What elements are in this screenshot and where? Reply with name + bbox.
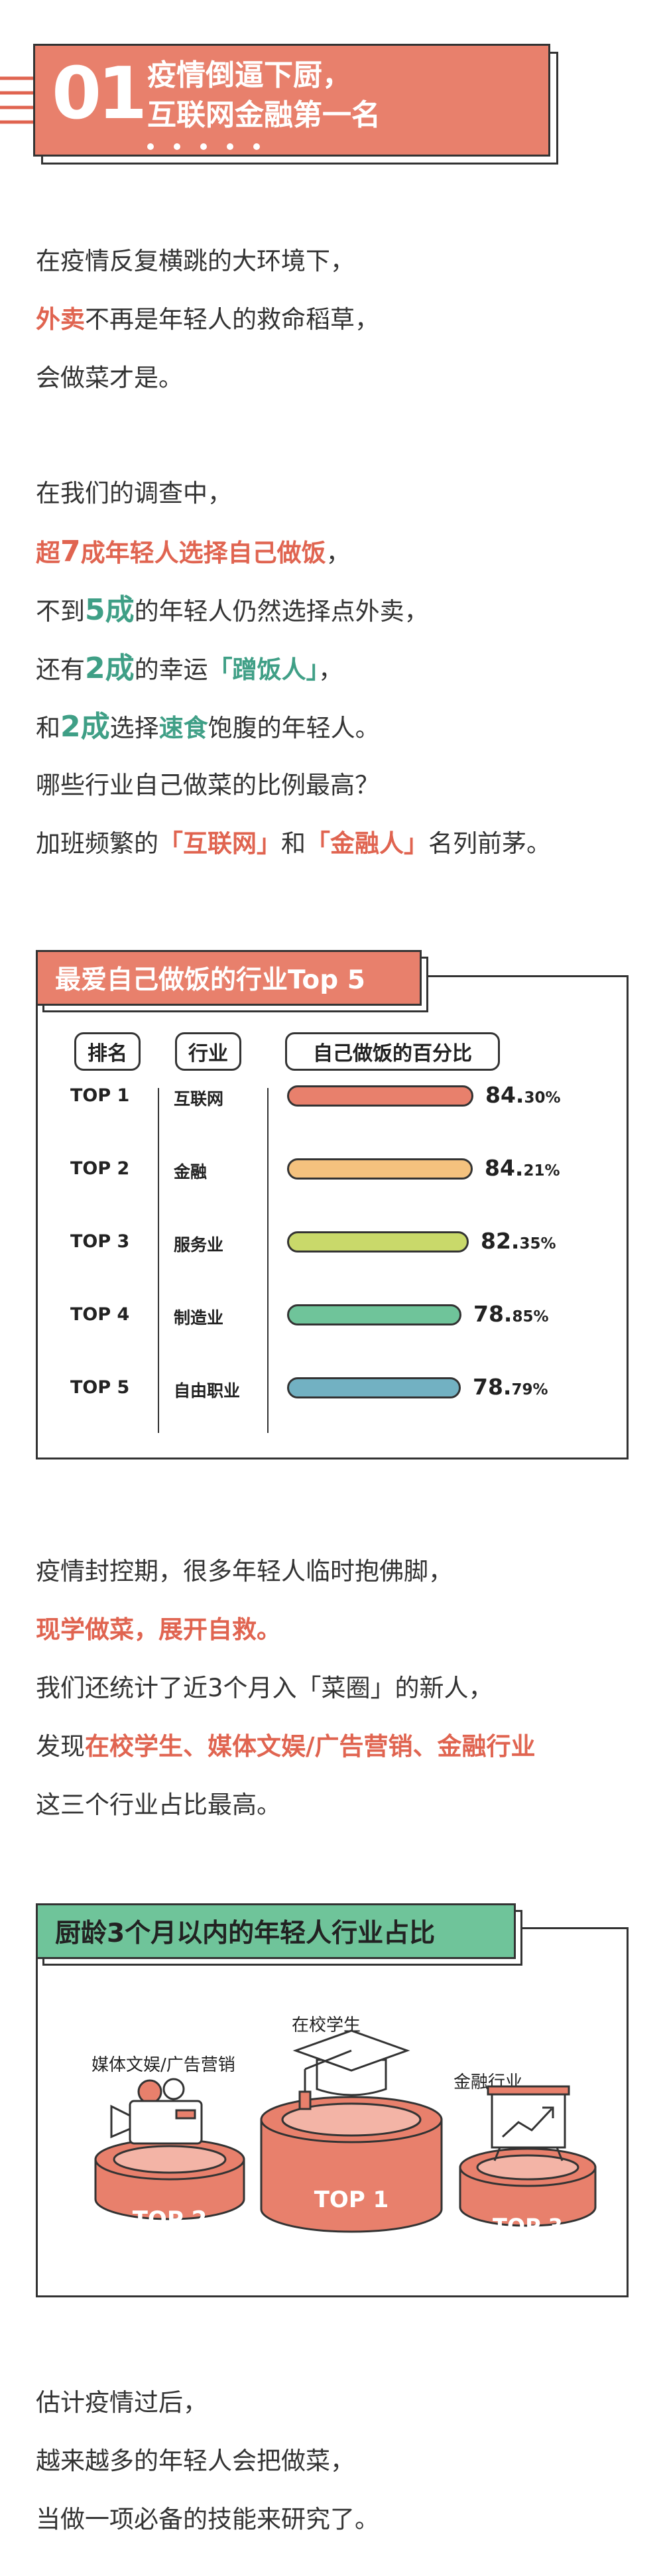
percent-bar xyxy=(287,1377,461,1398)
rank-label: TOP 3 xyxy=(70,1231,130,1252)
text-line: 和2成选择速食饱腹的年轻人。 xyxy=(36,710,380,744)
percent-value: 84.30% xyxy=(485,1082,561,1108)
rank-label: TOP 2 xyxy=(70,1158,130,1179)
percent-bar xyxy=(287,1231,469,1253)
podium-rank-3: TOP 3 xyxy=(493,2214,563,2239)
industry-label: 互联网 xyxy=(174,1089,224,1109)
top5-card-title: 最爱自己做饭的行业Top 5 xyxy=(36,950,422,1006)
rank-label: TOP 4 xyxy=(70,1304,130,1325)
text-line: 现学做菜，展开自救。 xyxy=(36,1615,281,1644)
industry-label: 制造业 xyxy=(174,1308,224,1327)
camera-icon xyxy=(110,2078,203,2145)
percent-value: 78.79% xyxy=(473,1374,548,1400)
text-line: 在我们的调查中， xyxy=(36,479,232,508)
podium-label-2: 媒体文娱/广告营销 xyxy=(91,2055,235,2075)
text-line: 越来越多的年轻人会把做菜， xyxy=(36,2447,355,2475)
section-title-line2: 互联网金融第一名 xyxy=(147,98,381,132)
podium-2 xyxy=(94,2138,245,2220)
percent-bar xyxy=(287,1158,473,1180)
rank-label: TOP 1 xyxy=(70,1085,130,1106)
text-line: 哪些行业自己做菜的比例最高？ xyxy=(36,771,379,799)
percent-bar xyxy=(287,1304,461,1325)
text-line: 超7成年轻人选择自己做饭， xyxy=(36,535,351,569)
text-line: 疫情封控期，很多年轻人临时抱佛脚， xyxy=(36,1557,453,1586)
text-line: 会做菜才是。 xyxy=(36,364,183,392)
text-line: 我们还统计了近3个月入「菜圈」的新人， xyxy=(36,1674,493,1702)
percent-value: 84.21% xyxy=(485,1155,560,1181)
header-rank: 排名 xyxy=(74,1032,141,1071)
graduation-cap-icon xyxy=(292,2029,410,2110)
podium-rank-2: TOP 2 xyxy=(133,2206,208,2233)
text-line: 估计疫情过后， xyxy=(36,2388,208,2417)
text-line: 不到5成的年轻人仍然选择点外卖， xyxy=(36,593,429,627)
percent-value: 82.35% xyxy=(481,1228,556,1254)
text-line: 发现在校学生、媒体文娱/广告营销、金融行业 xyxy=(36,1732,536,1761)
closing-paragraph: 估计疫情过后， 越来越多的年轻人会把做菜， 当做一项必备的技能来研究了。 xyxy=(36,2374,379,2549)
section-banner xyxy=(33,44,550,157)
stripe-decoration xyxy=(0,76,38,124)
percent-bar xyxy=(287,1085,473,1107)
industry-label: 服务业 xyxy=(174,1235,224,1254)
podium-1 xyxy=(260,2096,443,2233)
text-line: 在疫情反复横跳的大环境下， xyxy=(36,247,355,275)
industry-label: 金融 xyxy=(174,1162,208,1182)
banner-dots xyxy=(147,143,260,150)
survey-paragraph: 在我们的调查中， 超7成年轻人选择自己做饭， 不到5成的年轻人仍然选择点外卖， … xyxy=(36,464,551,873)
industry-label: 自由职业 xyxy=(174,1381,241,1400)
highlight-takeout: 外卖 xyxy=(36,305,85,334)
section-number: 01 xyxy=(52,52,147,135)
text-line: 加班频繁的「互联网」和「金融人」名列前茅。 xyxy=(36,829,551,858)
podium-rank-1: TOP 1 xyxy=(314,2187,389,2213)
podium-card-title: 厨龄3个月以内的年轻人行业占比 xyxy=(36,1903,516,1959)
text-line: 当做一项必备的技能来研究了。 xyxy=(36,2505,379,2534)
section-title-line1: 疫情倒逼下厨， xyxy=(147,58,351,92)
header-percent: 自己做饭的百分比 xyxy=(285,1032,500,1071)
text-line: 外卖不再是年轻人的救命稻草， xyxy=(36,305,379,334)
rank-label: TOP 5 xyxy=(70,1377,130,1398)
header-industry: 行业 xyxy=(175,1032,241,1071)
column-divider xyxy=(267,1088,269,1433)
text-line: 这三个行业占比最高。 xyxy=(36,1791,281,1819)
column-divider xyxy=(158,1088,159,1433)
chart-board-icon xyxy=(487,2085,570,2161)
intro-paragraph: 在疫情反复横跳的大环境下， 外卖不再是年轻人的救命稻草， 会做菜才是。 xyxy=(36,232,379,407)
newcomer-paragraph: 疫情封控期，很多年轻人临时抱佛脚， 现学做菜，展开自救。 我们还统计了近3个月入… xyxy=(36,1542,536,1834)
podium-illustration: TOP 2 TOP 1 TOP 3 xyxy=(94,2029,597,2239)
text-line: 还有2成的幸运「蹭饭人」， xyxy=(36,651,343,685)
percent-value: 78.85% xyxy=(473,1301,549,1327)
